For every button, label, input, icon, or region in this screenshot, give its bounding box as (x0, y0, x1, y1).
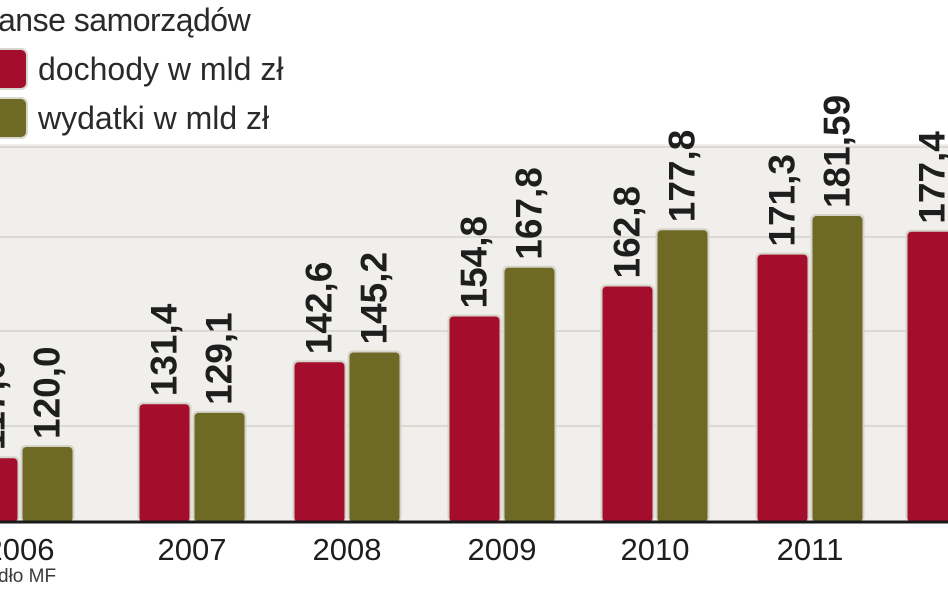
bar-wydatki-2007 (194, 412, 245, 522)
bar-dochody-2011 (757, 254, 808, 522)
legend-label-wydatki: wydatki w mld zł (38, 99, 270, 136)
legend-item-dochody: dochody w mld zł (0, 50, 283, 88)
x-tick-label: 2008 (313, 532, 382, 567)
x-tick-label: 2011 (777, 532, 844, 567)
value-label: 120,0 (27, 346, 68, 439)
value-label: 177,8 (662, 130, 703, 223)
x-tick-label: 2010 (621, 532, 690, 567)
legend-swatch-dochody (0, 50, 26, 88)
bar-wydatki-2011 (812, 216, 863, 522)
bar-dochody-2008 (294, 362, 345, 522)
legend-label-dochody: dochody w mld zł (38, 50, 284, 87)
bar-dochody-2007 (139, 404, 190, 522)
bar-dochody-2006 (0, 458, 18, 522)
value-label: 171,3 (762, 154, 803, 247)
bar-dochody-2009 (449, 316, 500, 522)
bar-wydatki-2006 (22, 447, 73, 522)
bar-wydatki-2008 (349, 352, 400, 522)
value-label: 167,8 (509, 167, 550, 260)
value-label: 129,1 (199, 312, 240, 405)
legend-swatch-wydatki (0, 99, 26, 137)
value-label: 131,4 (144, 303, 185, 396)
bar-wydatki-2009 (504, 267, 555, 522)
value-label: 181,59 (817, 95, 858, 208)
x-tick-label: 2007 (158, 532, 227, 567)
x-tick-label: 2009 (468, 532, 537, 567)
bar-dochody-2 (907, 231, 948, 522)
bar-dochody-2010 (602, 286, 653, 522)
value-label: 177,4 (912, 131, 948, 224)
x-tick-label: 2006 (0, 532, 54, 567)
legend-item-wydatki: wydatki w mld zł (0, 99, 269, 137)
value-label: 154,8 (454, 216, 495, 309)
value-label: 162,8 (607, 186, 648, 279)
bar-wydatki-2010 (657, 230, 708, 522)
value-label: 145,2 (354, 252, 395, 345)
value-label: 142,6 (299, 262, 340, 355)
source-note: dło MF (0, 566, 57, 587)
chart-title: anse samorządów (0, 2, 251, 38)
value-label: 117,0 (0, 360, 13, 451)
